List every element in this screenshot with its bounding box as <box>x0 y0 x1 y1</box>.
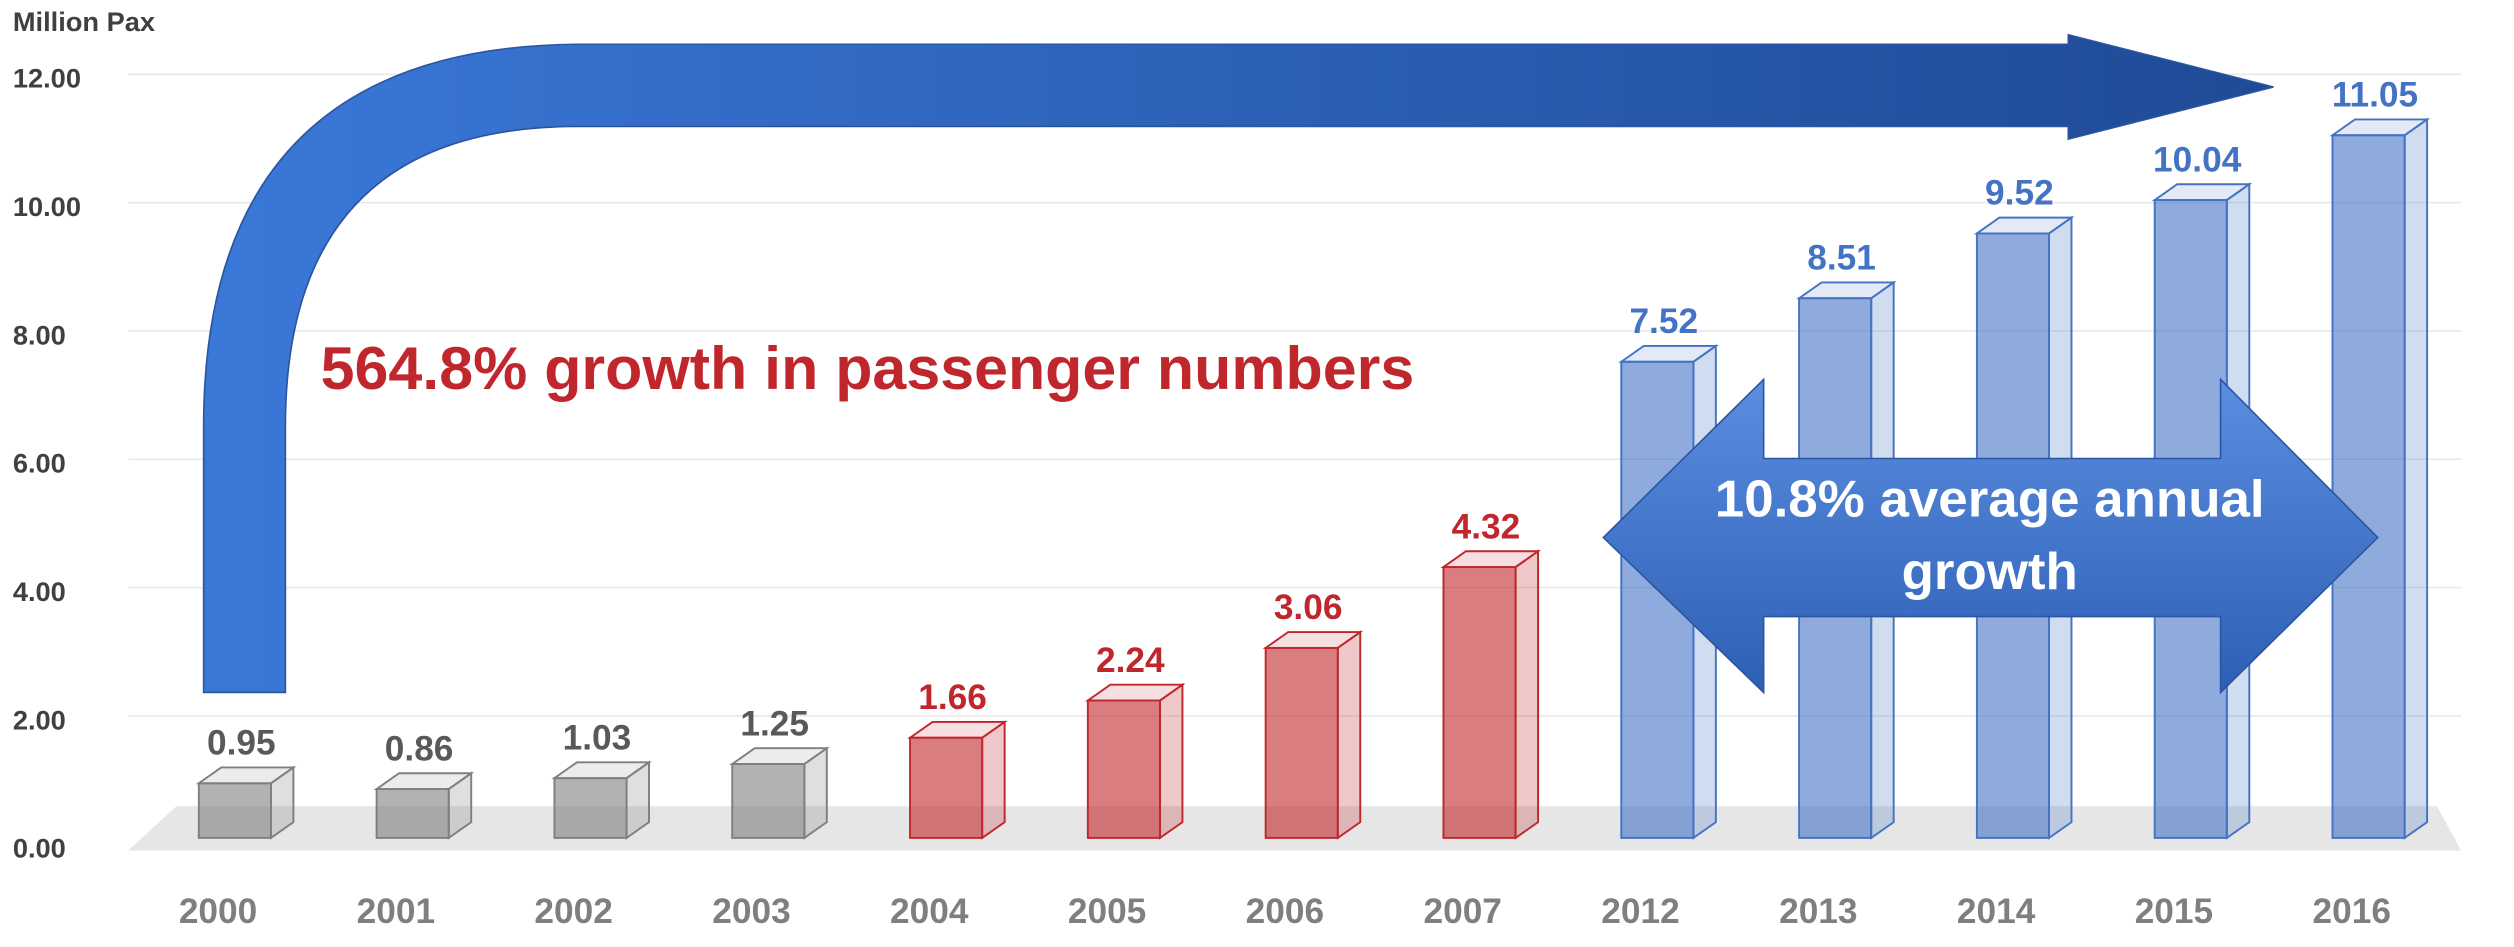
value-label: 10.04 <box>2153 141 2242 180</box>
bar <box>1442 566 1517 839</box>
annotation: growth <box>1902 543 2078 602</box>
annotation: 10.8% average annual <box>1715 470 2265 529</box>
value-label: 0.86 <box>385 730 454 769</box>
bar-side <box>1514 549 1540 840</box>
value-label: 9.52 <box>1985 174 2054 213</box>
y-tick-label: 0.00 <box>13 834 66 864</box>
x-tick-label: 2016 <box>2313 892 2391 931</box>
x-tick-label: 2013 <box>1779 892 1857 931</box>
bar <box>375 788 450 839</box>
y-tick-label: 12.00 <box>13 64 81 94</box>
y-tick-label: 2.00 <box>13 705 66 735</box>
value-label: 11.05 <box>2332 76 2418 115</box>
x-tick-label: 2014 <box>1957 892 2036 931</box>
bar-side <box>1159 682 1184 840</box>
bar <box>553 777 628 839</box>
x-tick-label: 2007 <box>1423 892 1501 931</box>
x-tick-label: 2003 <box>712 892 790 931</box>
value-label: 1.25 <box>740 704 809 743</box>
bar-side <box>1336 630 1362 840</box>
bar-side <box>2403 117 2429 840</box>
bar <box>197 782 272 839</box>
bar <box>909 736 984 839</box>
x-tick-label: 2004 <box>890 892 969 931</box>
bar <box>1086 699 1161 839</box>
bar-side <box>981 720 1006 840</box>
value-label: 4.32 <box>1452 508 1521 547</box>
double-arrow <box>1602 377 2379 695</box>
value-label: 0.95 <box>207 724 276 763</box>
y-tick-label: 8.00 <box>13 321 66 351</box>
value-label: 1.66 <box>918 678 987 717</box>
value-label: 2.24 <box>1096 641 1165 680</box>
bar <box>2331 134 2406 839</box>
growth-arrow <box>202 33 2274 694</box>
y-tick-label: 6.00 <box>13 449 66 479</box>
y-tick-label: 4.00 <box>13 577 66 607</box>
value-label: 7.52 <box>1629 302 1698 341</box>
x-tick-label: 2015 <box>2135 892 2213 931</box>
x-tick-label: 2001 <box>357 892 435 931</box>
value-label: 8.51 <box>1807 239 1876 278</box>
value-label: 1.03 <box>563 719 632 758</box>
y-axis-label: Million Pax <box>13 7 155 37</box>
x-tick-label: 2012 <box>1601 892 1679 931</box>
x-tick-label: 2005 <box>1068 892 1146 931</box>
x-tick-label: 2000 <box>179 892 257 931</box>
x-tick-label: 2006 <box>1246 892 1324 931</box>
value-label: 3.06 <box>1274 588 1343 627</box>
annotation: 564.8% growth in passenger numbers <box>321 334 1415 402</box>
x-tick-label: 2002 <box>534 892 612 931</box>
y-tick-label: 10.00 <box>13 192 81 222</box>
bar <box>1264 646 1339 839</box>
bar <box>731 763 806 839</box>
